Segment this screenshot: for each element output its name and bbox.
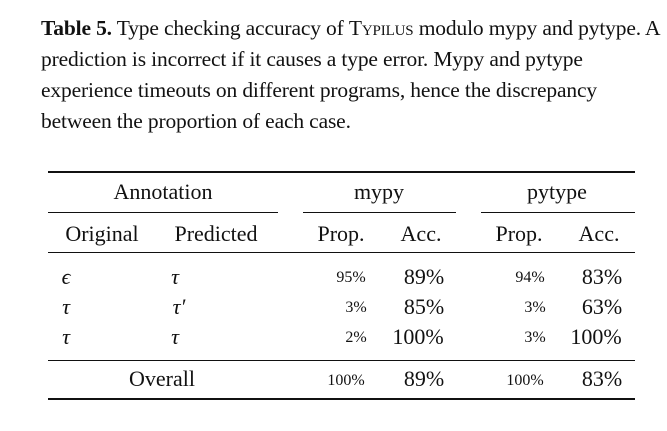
- header-pytype-prop: Prop.: [495, 221, 543, 246]
- caption-system-name: Typilus: [348, 16, 414, 40]
- row1-pytype-prop: 94%: [515, 269, 545, 286]
- overall-mypy-acc: 89%: [403, 366, 445, 391]
- row3-predicted: τ: [171, 324, 179, 349]
- row3-mypy-prop: 2%: [345, 329, 367, 346]
- row1-mypy-prop: 95%: [336, 269, 366, 286]
- header-pytype-acc: Acc.: [578, 221, 620, 246]
- table-bottom-rule: [48, 398, 635, 400]
- header-original: Original: [65, 221, 139, 246]
- header-mypy-prop: Prop.: [317, 221, 365, 246]
- table-overall-rule: [48, 360, 635, 362]
- caption-text-after: modulo mypy and pytype. A prediction is …: [41, 16, 660, 133]
- overall-label: Overall: [129, 366, 195, 391]
- cmidrule-mypy: [303, 212, 456, 214]
- header-annotation: Annotation: [113, 179, 213, 204]
- row3-pytype-prop: 3%: [524, 329, 546, 346]
- overall-mypy-prop: 100%: [327, 372, 365, 389]
- row3-original: τ: [62, 324, 70, 349]
- header-pytype: pytype: [527, 179, 587, 204]
- row2-pytype-prop: 3%: [524, 299, 546, 316]
- table-caption: Table 5. Type checking accuracy of Typil…: [41, 13, 661, 137]
- row1-predicted: τ: [171, 264, 179, 289]
- row2-predicted: τ′: [172, 294, 186, 319]
- row2-mypy-acc: 85%: [403, 294, 445, 319]
- cmidrule-pytype: [481, 212, 635, 214]
- header-mypy: mypy: [353, 179, 405, 204]
- row2-pytype-acc: 63%: [581, 294, 623, 319]
- table-header-rule: [48, 252, 635, 254]
- row3-pytype-acc: 100%: [570, 324, 622, 349]
- header-predicted: Predicted: [174, 221, 258, 246]
- cmidrule-annotation: [48, 212, 278, 214]
- overall-pytype-prop: 100%: [506, 372, 544, 389]
- row2-mypy-prop: 3%: [345, 299, 367, 316]
- caption-text-before: Type checking accuracy of: [111, 16, 349, 40]
- header-mypy-acc: Acc.: [400, 221, 442, 246]
- row2-original: τ: [62, 294, 70, 319]
- row1-original: ϵ: [61, 264, 71, 289]
- row1-mypy-acc: 89%: [403, 264, 445, 289]
- overall-pytype-acc: 83%: [581, 366, 623, 391]
- table-top-rule: [48, 171, 635, 173]
- caption-label: Table 5.: [41, 16, 112, 40]
- row1-pytype-acc: 83%: [581, 264, 623, 289]
- row3-mypy-acc: 100%: [392, 324, 444, 349]
